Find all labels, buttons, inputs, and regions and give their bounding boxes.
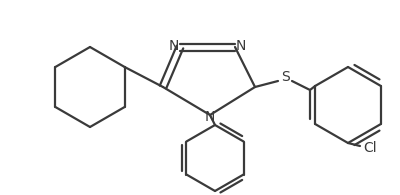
- Text: N: N: [236, 39, 246, 53]
- Text: Cl: Cl: [363, 141, 377, 155]
- Text: S: S: [281, 70, 289, 84]
- Text: N: N: [205, 110, 215, 124]
- Text: N: N: [169, 39, 179, 53]
